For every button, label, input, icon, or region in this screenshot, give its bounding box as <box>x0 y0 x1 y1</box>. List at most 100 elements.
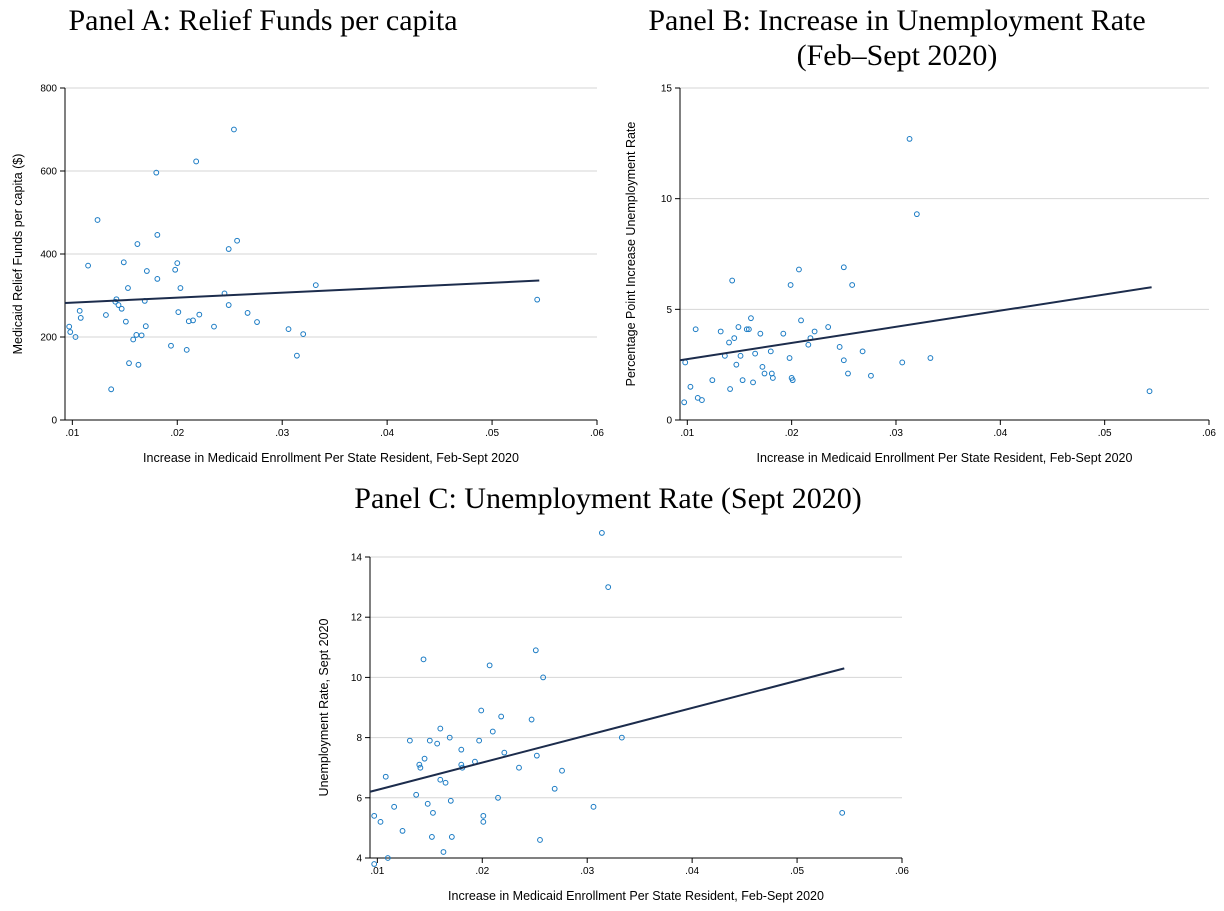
x-tick-label: .01 <box>65 428 79 439</box>
x-tick-label: .01 <box>680 428 694 439</box>
data-point <box>416 761 423 768</box>
data-point <box>811 328 818 335</box>
data-point <box>424 800 431 807</box>
data-point <box>135 361 142 368</box>
data-point <box>486 662 493 669</box>
data-point <box>786 355 793 361</box>
data-point <box>528 716 535 723</box>
data-point <box>434 740 441 747</box>
y-tick-label: 10 <box>661 194 673 205</box>
panel-a: Panel A: Relief Funds per capita 0 200 400 6… <box>11 4 604 465</box>
data-point <box>113 296 120 303</box>
data-point <box>67 329 74 335</box>
y-tick-label: 5 <box>666 305 672 316</box>
data-point <box>193 158 200 165</box>
data-point <box>745 326 752 333</box>
data-point <box>177 285 184 291</box>
data-point <box>692 326 699 333</box>
x-tick-label: .02 <box>475 866 489 877</box>
data-point <box>417 764 424 771</box>
y-tick-label: 6 <box>356 793 362 804</box>
data-point <box>429 834 435 840</box>
data-point <box>120 259 127 266</box>
data-point <box>750 379 756 386</box>
data-point <box>285 326 292 333</box>
data-point <box>108 386 115 393</box>
data-point <box>448 834 455 840</box>
data-point <box>72 334 79 340</box>
data-point <box>927 355 934 361</box>
data-point <box>478 707 485 714</box>
x-tick-label: .06 <box>895 866 909 877</box>
data-point <box>759 363 766 370</box>
data-point <box>798 317 804 324</box>
data-point <box>446 734 453 741</box>
y-tick-label: 600 <box>40 167 57 178</box>
data-point <box>154 276 161 282</box>
x-tick-label: .02 <box>170 428 184 439</box>
data-point <box>913 211 920 218</box>
data-point <box>244 310 251 316</box>
chart-title: (Feb–Sept 2020) <box>797 39 998 72</box>
x-tick-label: .06 <box>590 428 604 439</box>
y-axis-label: Medicaid Relief Funds per capita ($) <box>11 154 25 355</box>
data-point <box>682 359 689 366</box>
data-point <box>735 324 742 330</box>
data-point <box>534 296 541 303</box>
y-tick-label: 200 <box>40 333 57 344</box>
x-tick-label: .04 <box>685 866 699 877</box>
data-point <box>748 315 754 322</box>
chart-title: Panel C: Unemployment Rate (Sept 2020) <box>354 482 861 515</box>
data-point <box>234 237 240 244</box>
data-point <box>447 797 454 804</box>
data-point <box>840 264 847 271</box>
data-point <box>605 584 612 590</box>
data-point <box>231 126 237 133</box>
data-point <box>196 311 203 318</box>
data-point <box>825 324 832 330</box>
chart-title: Panel B: Increase in Unemployment Rate <box>648 4 1145 37</box>
data-point <box>540 674 547 681</box>
data-point <box>66 323 73 330</box>
data-point <box>681 399 688 406</box>
data-point <box>737 352 744 359</box>
data-point <box>77 315 84 321</box>
data-point <box>190 317 196 324</box>
data-point <box>103 312 109 318</box>
data-point <box>743 326 750 333</box>
data-point <box>76 307 83 314</box>
data-point <box>254 319 260 325</box>
y-tick-label: 8 <box>356 733 362 744</box>
data-point <box>225 246 232 252</box>
data-point <box>590 803 597 810</box>
fit-line <box>369 667 845 793</box>
x-axis-label: Increase in Medicaid Enrollment Per Stat… <box>448 889 824 903</box>
data-point <box>868 372 874 379</box>
data-point <box>598 530 605 536</box>
x-tick-label: .03 <box>889 428 903 439</box>
data-point <box>859 348 866 355</box>
data-point <box>143 268 150 274</box>
data-point <box>731 335 738 342</box>
data-point <box>899 359 906 366</box>
data-point <box>175 309 182 316</box>
data-point <box>293 352 300 359</box>
x-tick-label: .03 <box>580 866 594 877</box>
data-point <box>780 330 787 337</box>
x-tick-label: .05 <box>485 428 499 439</box>
data-point <box>498 713 505 720</box>
x-tick-label: .05 <box>790 866 804 877</box>
data-point <box>312 282 319 289</box>
data-point <box>476 737 483 744</box>
data-point <box>183 346 190 353</box>
y-tick-label: 0 <box>51 416 57 427</box>
data-point <box>168 342 174 349</box>
data-point <box>118 305 125 312</box>
data-point <box>134 241 141 247</box>
data-point <box>559 767 565 774</box>
data-point <box>727 386 733 392</box>
fit-line <box>679 286 1152 362</box>
data-point <box>377 818 384 825</box>
data-point <box>1146 388 1153 395</box>
